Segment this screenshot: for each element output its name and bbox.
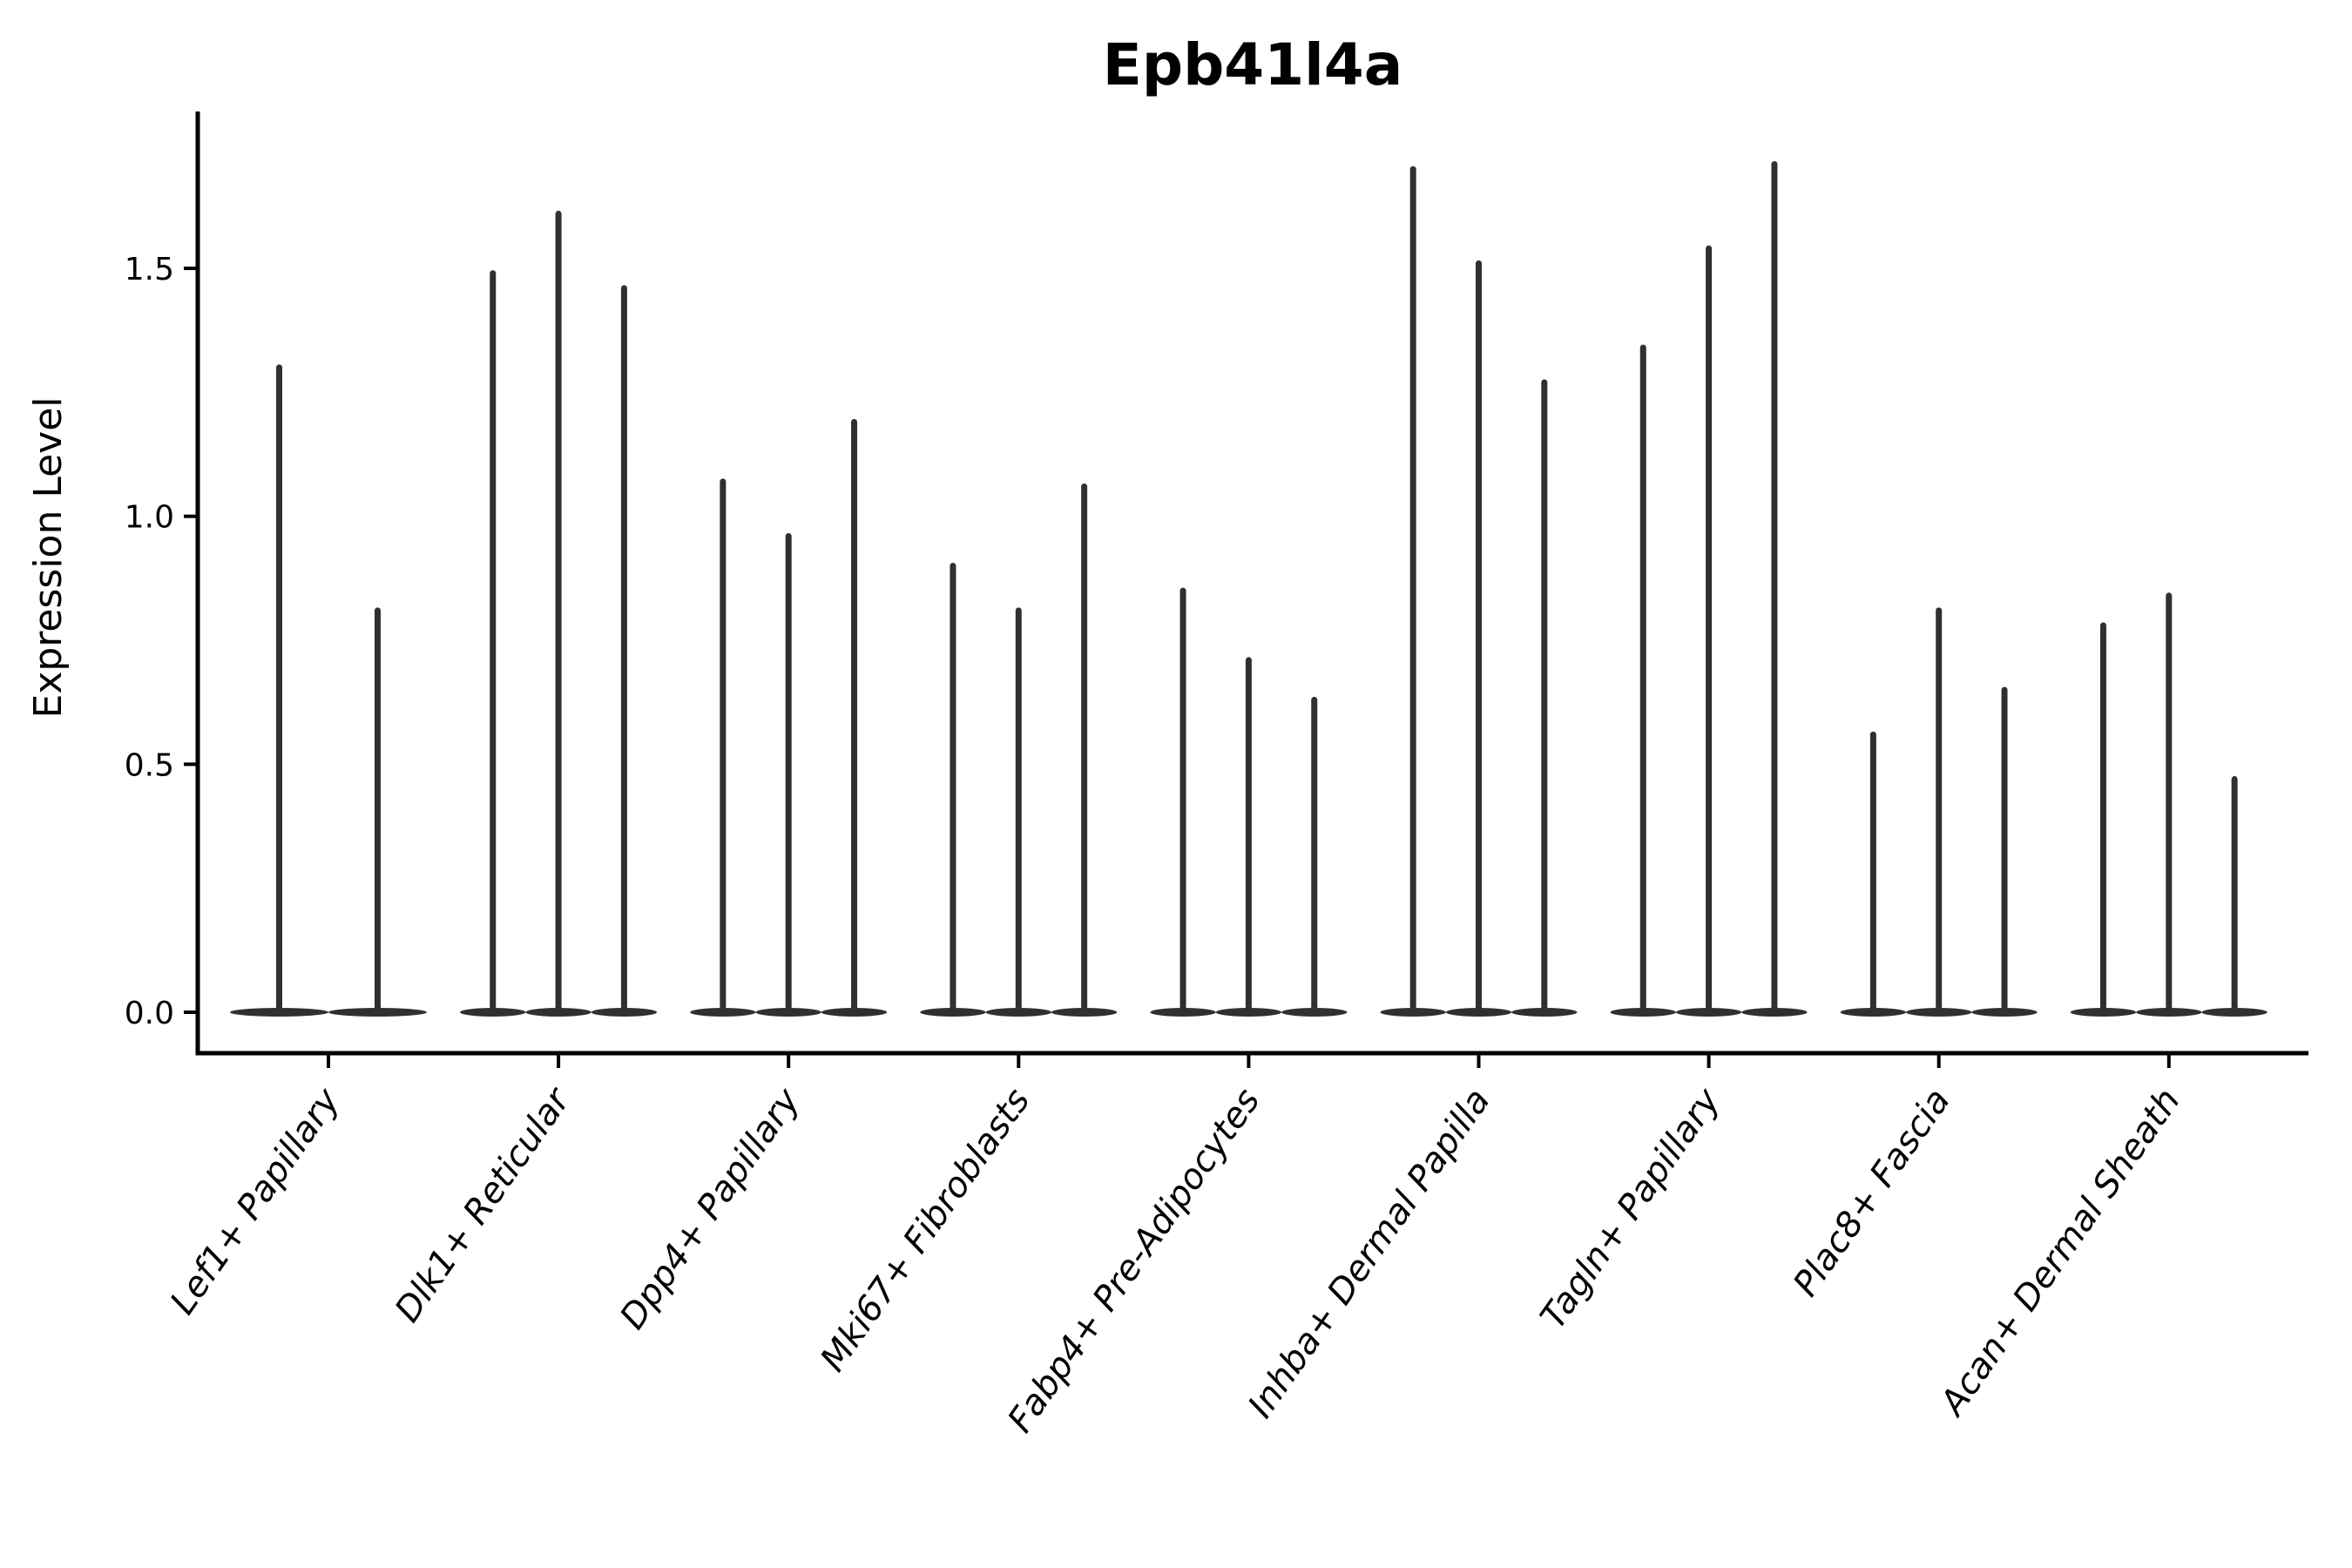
x-category-label: Acan+ Dermal Sheath — [1931, 1081, 2188, 1424]
y-axis-label: Expression Level — [26, 397, 71, 719]
violin — [985, 607, 1051, 1017]
violin — [1675, 245, 1742, 1017]
violin — [1445, 260, 1512, 1017]
x-category-label: Inhba+ Dermal Papilla — [1240, 1081, 1498, 1425]
violin — [1840, 731, 1907, 1017]
violin — [2201, 775, 2268, 1017]
violin — [1971, 686, 2038, 1017]
y-tick-label: 0.5 — [125, 747, 174, 783]
violin — [1281, 696, 1348, 1017]
x-category-label: Tagln+ Papillary — [1533, 1080, 1729, 1336]
violin — [2136, 592, 2202, 1017]
x-category-label: Lef1+ Papillary — [163, 1080, 348, 1321]
violin — [1150, 587, 1216, 1017]
violin — [821, 419, 888, 1017]
violin — [1511, 379, 1578, 1017]
violin — [1741, 160, 1808, 1017]
axes-layer: 0.0 0.5 1.0 1.5 Lef1+ Papillary Dlk1+ Reticul… — [125, 112, 2308, 1440]
violin — [1215, 657, 1282, 1017]
violin — [1380, 166, 1446, 1017]
violin-layer — [230, 160, 2268, 1017]
x-category-label: Plac8+ Fascia — [1786, 1081, 1958, 1303]
violin — [328, 607, 427, 1017]
violin — [690, 478, 756, 1017]
violin — [2070, 622, 2137, 1017]
y-tick-label: 1.0 — [125, 500, 174, 536]
y-tick-label: 0.0 — [125, 996, 174, 1031]
x-category-label: Fabp4+ Pre-Adipocytes — [1000, 1081, 1267, 1439]
chart-title: Epb41l4a — [1103, 31, 1403, 98]
x-category-label: Dpp4+ Papillary — [612, 1080, 808, 1336]
violin — [920, 563, 986, 1017]
violin — [755, 532, 821, 1017]
violin — [1051, 483, 1118, 1017]
violin — [230, 364, 328, 1017]
violin — [1610, 344, 1676, 1017]
y-tick-label: 1.5 — [125, 252, 174, 287]
violin — [591, 285, 658, 1017]
x-category-label: Dlk1+ Reticular — [388, 1079, 579, 1329]
x-category-label: Mki67+ Fibroblasts — [813, 1081, 1037, 1379]
violin — [1906, 607, 1972, 1017]
violin — [525, 210, 591, 1017]
violin — [460, 270, 526, 1017]
